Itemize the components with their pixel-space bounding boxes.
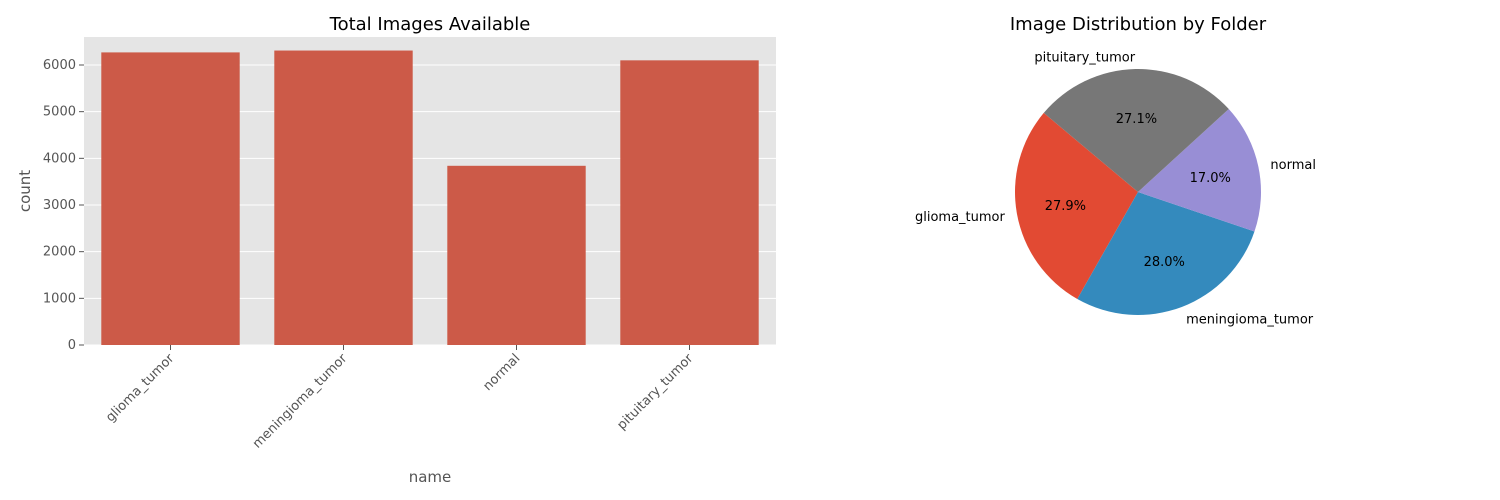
pie-percent-pituitary_tumor: 27.1% <box>1116 112 1157 127</box>
x-tick-label-pituitary_tumor: pituitary_tumor <box>615 351 697 433</box>
y-tick-label: 1000 <box>43 291 76 306</box>
bar-pituitary_tumor <box>620 60 759 345</box>
pie-label-glioma_tumor: glioma_tumor <box>915 210 1006 225</box>
y-tick-label: 3000 <box>43 198 76 213</box>
pie-percent-normal: 17.0% <box>1190 171 1231 186</box>
x-tick-label-meningioma_tumor: meningioma_tumor <box>250 351 351 452</box>
pie-label-normal: normal <box>1270 158 1316 173</box>
pie-percent-glioma_tumor: 27.9% <box>1045 199 1086 214</box>
bar-meningioma_tumor <box>274 50 413 346</box>
pie-slice-pituitary_tumor <box>1043 68 1229 192</box>
pie-slice-meningioma_tumor <box>1077 192 1255 315</box>
bar-series <box>101 50 759 346</box>
pie-chart: Image Distribution by Folder 27.9% glioma… <box>915 14 1316 327</box>
x-tick-label-glioma_tumor: glioma_tumor <box>103 351 178 426</box>
pie-slices <box>1015 68 1261 315</box>
y-tick-label: 5000 <box>43 105 76 120</box>
pie-label-meningioma_tumor: meningioma_tumor <box>1186 312 1314 327</box>
bar-normal <box>447 165 586 345</box>
pie-labels: 27.9% glioma_tumor 28.0% meningioma_tumor 17… <box>915 51 1316 328</box>
pie-percent-meningioma_tumor: 28.0% <box>1144 255 1185 270</box>
bar-chart: 0 1000 2000 3000 4000 5000 6000 glioma_tumor me… <box>16 14 776 486</box>
bar-chart-title: Total Images Available <box>329 14 531 35</box>
pie-label-pituitary_tumor: pituitary_tumor <box>1034 51 1135 66</box>
y-tick-label: 4000 <box>43 151 76 166</box>
y-tick-label: 6000 <box>43 58 76 73</box>
bar-glioma_tumor <box>101 52 240 346</box>
pie-slice-glioma_tumor <box>1015 112 1138 299</box>
x-axis-ticks: glioma_tumor meningioma_tumor normal pituit… <box>103 345 697 452</box>
y-axis-label: count <box>16 170 34 212</box>
y-axis-ticks: 0 1000 2000 3000 4000 5000 6000 <box>43 58 84 353</box>
y-tick-label: 0 <box>68 338 76 353</box>
y-tick-label: 2000 <box>43 245 76 260</box>
pie-slice-normal <box>1138 108 1261 232</box>
x-axis-label: name <box>409 468 452 486</box>
x-tick-label-normal: normal <box>481 351 524 394</box>
pie-chart-title: Image Distribution by Folder <box>1010 14 1267 35</box>
